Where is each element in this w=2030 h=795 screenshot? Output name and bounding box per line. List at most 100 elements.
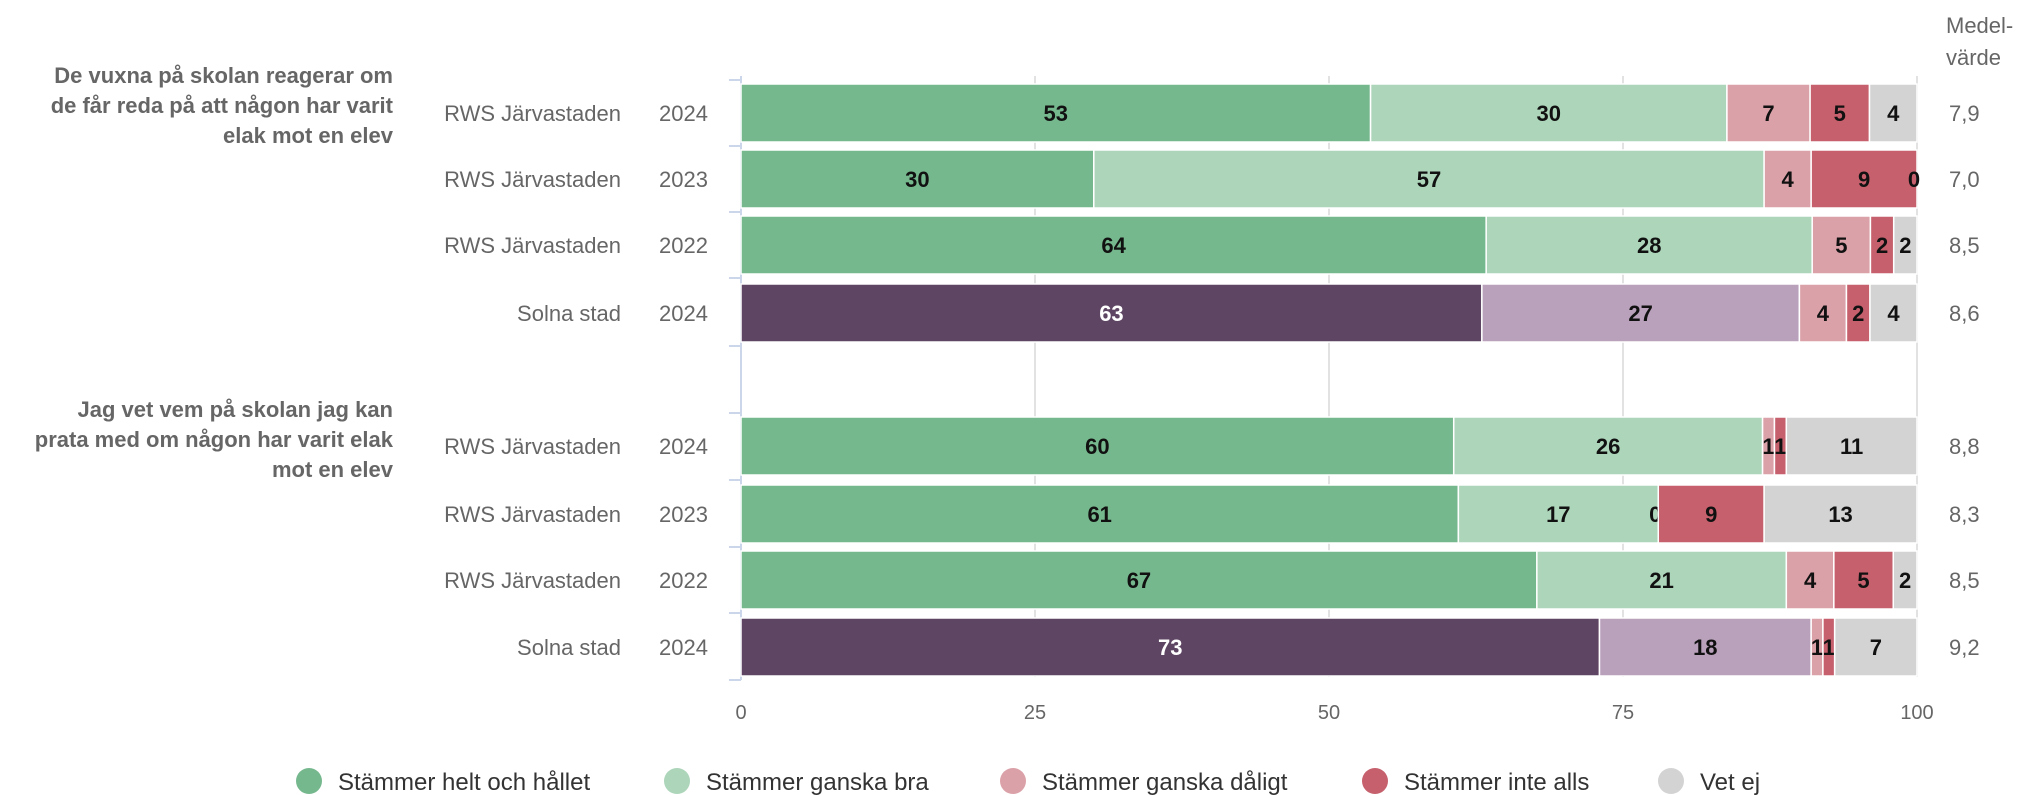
bar-segment[interactable]: [1481, 283, 1801, 343]
data-label: 64: [1101, 233, 1126, 258]
data-label: 21: [1649, 568, 1673, 593]
legend-marker[interactable]: [1658, 768, 1684, 794]
bar-segment[interactable]: [740, 550, 1538, 610]
data-label: 0: [1908, 167, 1920, 192]
bar-segment[interactable]: [1785, 416, 1918, 476]
question-title: prata med om någon har varit elak: [35, 427, 394, 452]
bar-segment[interactable]: [740, 283, 1483, 343]
row-year-label: 2023: [659, 167, 708, 192]
bar-segment[interactable]: [1093, 149, 1765, 209]
bar-segment[interactable]: [1598, 617, 1812, 677]
data-label: 30: [905, 167, 929, 192]
legend-marker[interactable]: [1362, 768, 1388, 794]
row-name-label: Solna stad: [517, 635, 621, 660]
legend-label[interactable]: Stämmer helt och hållet: [338, 769, 590, 795]
x-tick-label: 75: [1612, 702, 1634, 724]
bar-segment[interactable]: [740, 416, 1455, 476]
bar-segment[interactable]: [1833, 617, 1918, 677]
mean-value: 7,0: [1949, 167, 1980, 192]
data-label: 2: [1852, 301, 1864, 326]
legend-label[interactable]: Stämmer inte alls: [1404, 769, 1589, 795]
data-label: 2: [1899, 233, 1911, 258]
data-label: 5: [1857, 568, 1869, 593]
data-label: 67: [1127, 568, 1151, 593]
legend-label[interactable]: Stämmer ganska dåligt: [1042, 769, 1288, 795]
row-name-label: RWS Järvastaden: [444, 101, 621, 126]
bar-segment[interactable]: [1892, 550, 1918, 610]
row-year-label: 2022: [659, 233, 708, 258]
bar-segment[interactable]: [1810, 149, 1918, 209]
row-year-label: 2024: [659, 434, 708, 459]
mean-value: 8,6: [1949, 301, 1980, 326]
legend-label[interactable]: Vet ej: [1700, 769, 1760, 795]
bar-segment[interactable]: [740, 149, 1095, 209]
data-label: 27: [1628, 301, 1652, 326]
data-label: 9: [1858, 167, 1870, 192]
row-name-label: RWS Järvastaden: [444, 502, 621, 527]
bar-segment[interactable]: [740, 215, 1487, 275]
legend-marker[interactable]: [664, 768, 690, 794]
data-label: 30: [1537, 101, 1561, 126]
row-year-label: 2022: [659, 568, 708, 593]
data-label: 9: [1705, 502, 1717, 527]
data-label: 53: [1044, 101, 1068, 126]
bar-segment[interactable]: [1369, 83, 1728, 143]
x-tick-label: 25: [1024, 702, 1046, 724]
legend-marker[interactable]: [296, 768, 322, 794]
bar-segment[interactable]: [1457, 484, 1660, 544]
mean-value: 9,2: [1949, 635, 1980, 660]
bar-segment[interactable]: [1869, 283, 1918, 343]
data-label: 4: [1804, 568, 1817, 593]
data-label: 60: [1085, 434, 1109, 459]
mean-value: 7,9: [1949, 101, 1980, 126]
row-name-label: RWS Järvastaden: [444, 568, 621, 593]
bar-segment[interactable]: [1657, 484, 1765, 544]
question-title: elak mot en elev: [223, 123, 394, 148]
question-title: mot en elev: [272, 457, 394, 482]
row-year-label: 2023: [659, 502, 708, 527]
data-label: 1: [1823, 635, 1835, 660]
mean-value: 8,5: [1949, 233, 1980, 258]
data-label: 1: [1811, 635, 1823, 660]
bar-segment[interactable]: [1726, 83, 1811, 143]
bar-segment[interactable]: [1811, 215, 1872, 275]
row-name-label: RWS Järvastaden: [444, 233, 621, 258]
data-label: 5: [1835, 233, 1847, 258]
row-year-label: 2024: [659, 101, 708, 126]
row-name-label: RWS Järvastaden: [444, 167, 621, 192]
data-label: 2: [1876, 233, 1888, 258]
question-title: De vuxna på skolan reagerar om: [54, 63, 393, 88]
x-tick-label: 100: [1900, 702, 1933, 724]
mean-value: 8,8: [1949, 434, 1980, 459]
x-tick-label: 0: [735, 702, 746, 724]
bar-segment[interactable]: [740, 83, 1372, 143]
data-label: 2: [1899, 568, 1911, 593]
x-tick-label: 50: [1318, 702, 1340, 724]
bar-segment[interactable]: [1763, 149, 1812, 209]
row-name-label: RWS Järvastaden: [444, 434, 621, 459]
bar-segment[interactable]: [1892, 215, 1918, 275]
bar-segment[interactable]: [1536, 550, 1788, 610]
bar-segment[interactable]: [1485, 215, 1813, 275]
data-label: 61: [1087, 502, 1111, 527]
bar-segment[interactable]: [1763, 484, 1918, 544]
data-label: 63: [1099, 301, 1123, 326]
bar-segment[interactable]: [740, 484, 1460, 544]
data-label: 11: [1840, 434, 1863, 459]
bar-segment[interactable]: [1798, 283, 1848, 343]
data-label: 28: [1637, 233, 1661, 258]
legend-label[interactable]: Stämmer ganska bra: [706, 769, 929, 795]
bar-segment[interactable]: [1868, 83, 1918, 143]
data-label: 5: [1834, 101, 1846, 126]
data-label: 4: [1782, 167, 1795, 192]
data-label: 7: [1870, 635, 1882, 660]
mean-header-line-2: värde: [1946, 45, 2001, 70]
bar-segment[interactable]: [740, 617, 1601, 677]
bar-segment[interactable]: [1452, 416, 1764, 476]
row-name-label: Solna stad: [517, 301, 621, 326]
data-label: 13: [1828, 502, 1852, 527]
mean-header-line-1: Medel-: [1946, 13, 2013, 38]
legend-marker[interactable]: [1000, 768, 1026, 794]
data-label: 1: [1762, 434, 1774, 459]
data-label: 4: [1887, 301, 1900, 326]
